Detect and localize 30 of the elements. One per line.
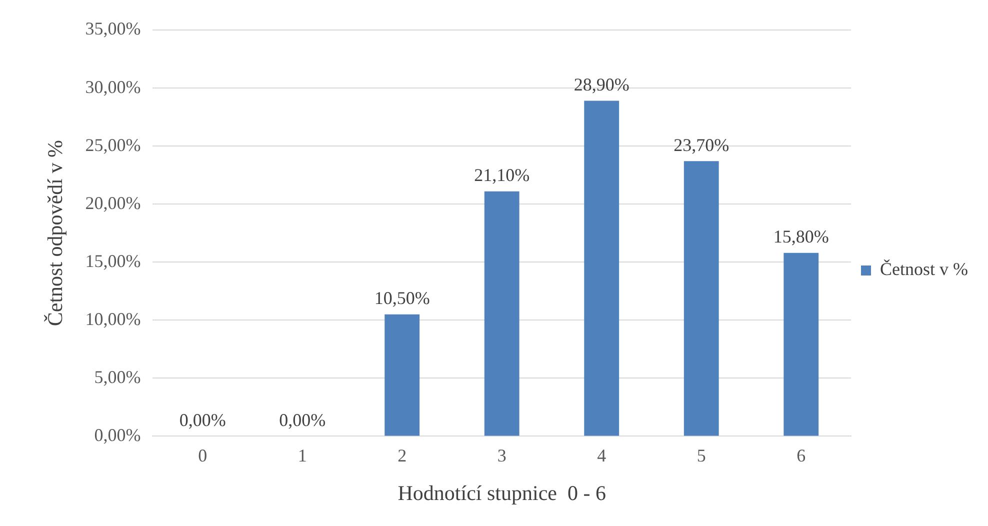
- x-tick-label: 4: [597, 446, 606, 466]
- y-tick-label: 35,00%: [85, 18, 141, 39]
- x-tick-label: 0: [198, 446, 208, 466]
- y-tick-label: 10,00%: [85, 308, 141, 329]
- bar: [584, 100, 620, 436]
- data-label: 0,00%: [279, 410, 326, 430]
- y-tick-label: 0,00%: [94, 424, 141, 445]
- data-label: 28,90%: [574, 74, 630, 95]
- data-label: 15,80%: [773, 226, 829, 247]
- y-tick-label: 25,00%: [85, 134, 141, 155]
- data-label: 0,00%: [179, 410, 226, 430]
- y-tick-label: 5,00%: [94, 366, 141, 387]
- y-tick-label: 20,00%: [85, 192, 141, 213]
- x-tick-label: 5: [696, 446, 706, 466]
- x-tick-label: 1: [298, 446, 307, 466]
- bar: [484, 191, 520, 436]
- y-tick-label: 15,00%: [85, 250, 141, 271]
- legend-label: Četnost v %: [880, 259, 968, 280]
- x-tick-label: 3: [497, 446, 506, 466]
- data-label: 23,70%: [674, 134, 730, 155]
- y-tick-label: 30,00%: [85, 76, 141, 97]
- data-label: 21,10%: [474, 165, 530, 186]
- bar: [684, 161, 719, 436]
- y-axis-title: Četnost odpovědí v %: [43, 140, 68, 326]
- bar: [384, 314, 420, 436]
- data-label: 10,50%: [374, 288, 430, 308]
- x-axis-title: Hodnotící stupnice 0 - 6: [398, 480, 606, 505]
- x-tick-label: 6: [796, 446, 806, 466]
- x-tick-label: 2: [398, 446, 407, 466]
- bar: [784, 252, 819, 436]
